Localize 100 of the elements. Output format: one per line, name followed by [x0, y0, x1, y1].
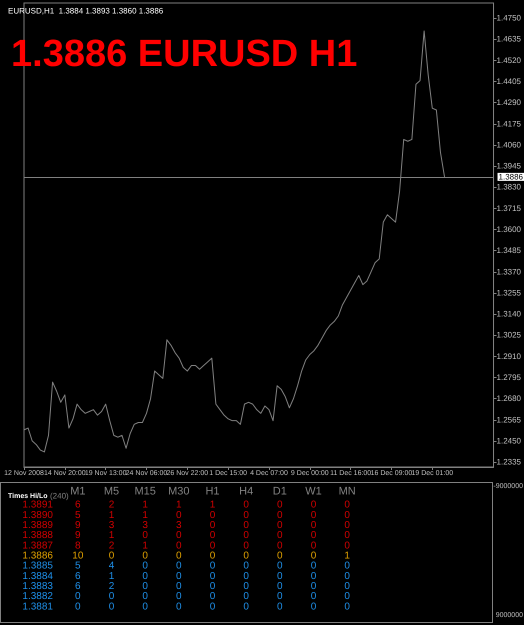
data-label: 0: [243, 591, 250, 602]
data-label: 5: [75, 560, 82, 572]
y-tick-label: 1.3888: [22, 530, 54, 542]
data-label: 0: [310, 510, 317, 521]
y-tick-label: 1.4175: [496, 119, 522, 128]
y-tick-label: 1.3890: [22, 510, 54, 521]
x-tick-label: H4: [239, 486, 254, 498]
data-label: 1: [210, 500, 216, 511]
data-label: 1: [108, 570, 115, 582]
data-label: 4: [108, 560, 115, 572]
data-label: 0: [142, 581, 148, 592]
data-label: 0: [243, 560, 250, 572]
x-tick-label: W1: [305, 486, 322, 498]
data-label: 2: [108, 540, 115, 552]
data-label: 0: [344, 560, 350, 572]
data-label: 6: [75, 500, 82, 511]
data-label: 0: [344, 591, 350, 602]
y-tick-label: 1.3883: [22, 581, 54, 592]
x-tick-label: H1: [205, 486, 220, 498]
y-tick-label: 1.3485: [496, 246, 522, 256]
data-label: 6: [75, 570, 82, 582]
x-tick-label: M30: [168, 486, 190, 498]
data-label: 0: [176, 530, 182, 542]
data-label: 0: [277, 520, 284, 531]
data-label: 2: [108, 500, 115, 511]
data-label: 0: [310, 550, 317, 562]
y-tick-label: 1.3887: [22, 540, 54, 552]
data-label: 0: [75, 601, 82, 612]
y-tick-label: 1.4290: [496, 98, 522, 108]
data-label: 0: [310, 500, 317, 511]
data-label: 0: [277, 591, 284, 602]
x-tick-label: M5: [104, 486, 120, 498]
data-label: 0: [176, 601, 182, 612]
data-label: 0: [310, 601, 317, 612]
data-label: 0: [210, 540, 216, 552]
y-tick-label: 1.3715: [496, 204, 522, 213]
data-label: 0: [210, 510, 216, 521]
data-label: 0: [142, 601, 148, 612]
data-label: 0: [277, 540, 284, 552]
data-label: 0: [310, 560, 317, 572]
data-label: 0: [243, 510, 250, 521]
data-label: 0: [310, 581, 317, 592]
data-label: 0: [344, 520, 350, 531]
y-tick-label: 1.2680: [496, 394, 522, 404]
data-label: 0: [277, 550, 284, 562]
text: 1.3886 EURUSD H1: [11, 33, 358, 75]
data-label: 0: [210, 560, 216, 572]
data-label: 1: [108, 510, 115, 521]
data-label: 0: [243, 520, 250, 531]
y-tick-label: 1.3255: [496, 288, 522, 298]
data-label: 1: [344, 550, 350, 562]
data-label: 0: [310, 530, 317, 542]
data-label: 0: [176, 560, 182, 572]
data-label: 0: [176, 510, 182, 521]
data-label: 0: [142, 560, 148, 572]
y-tick-label: 1.3886: [22, 550, 54, 562]
y-tick-label: 1.4520: [496, 56, 522, 65]
data-label: 3: [142, 520, 148, 531]
y-tick-label: 1.2450: [496, 436, 522, 446]
data-label: 8: [75, 540, 82, 552]
y-tick-label: 1.3882: [22, 591, 54, 602]
data-label: 0: [108, 601, 115, 612]
data-label: 0: [210, 601, 216, 612]
data-label: 0: [142, 570, 148, 582]
data-label: 0: [344, 530, 350, 542]
data-label: 0: [210, 520, 216, 531]
data-label: 1: [142, 510, 148, 521]
data-label: 0: [210, 581, 216, 592]
data-label: 0: [344, 601, 350, 612]
data-label: 0: [243, 540, 250, 552]
data-label: 9: [75, 530, 82, 542]
data-label: 0: [344, 581, 350, 592]
data-label: 2: [108, 581, 115, 592]
data-label: 0: [277, 570, 284, 582]
data-label: 0: [210, 550, 216, 562]
data-label: 0: [243, 601, 250, 612]
y-tick-label: 1.4060: [496, 140, 522, 150]
y-tick-label: 1.4750: [496, 14, 522, 23]
data-label: 0: [310, 570, 317, 582]
data-label: 0: [243, 530, 250, 542]
data-label: 0: [210, 570, 216, 582]
data-label: 0: [176, 570, 182, 582]
data-label: 0: [277, 510, 284, 521]
data-label: 0: [344, 570, 350, 582]
data-label: 0: [277, 500, 284, 511]
data-label: 0: [210, 591, 216, 602]
data-label: 0: [277, 581, 284, 592]
data-label: 0: [277, 530, 284, 542]
y-tick-label: 1.3884: [22, 570, 54, 582]
y-tick-label: 1.4635: [496, 34, 522, 44]
x-tick-label: MN: [338, 486, 356, 498]
data-label: 0: [344, 510, 350, 521]
data-label: 0: [243, 500, 250, 511]
data-label: 0: [310, 591, 317, 602]
data-label: 0: [176, 581, 182, 592]
y-tick-label: 1.4405: [496, 77, 522, 86]
x-tick-label: D1: [272, 486, 287, 498]
y-tick-label: 1.2795: [496, 372, 522, 382]
data-label: 0: [176, 550, 182, 562]
data-label: 0: [310, 540, 317, 552]
